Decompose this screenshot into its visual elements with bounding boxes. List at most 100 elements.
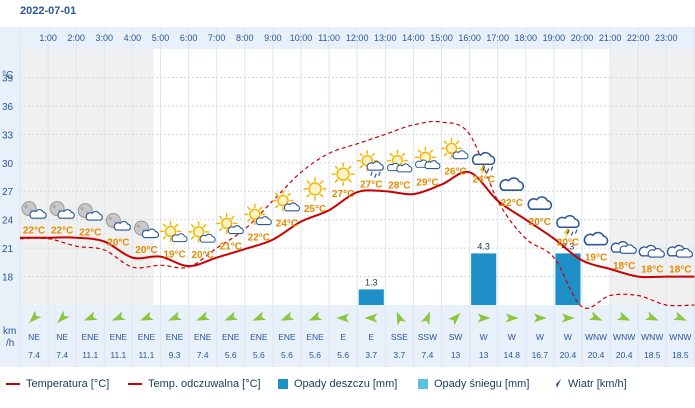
wind-speed: 7.4 [197, 350, 209, 360]
sun-clouds-icon [414, 146, 441, 170]
wind-direction: W [536, 332, 544, 342]
wind-direction: ENE [306, 332, 324, 342]
wind-direction: W [508, 332, 516, 342]
wind-direction: E [368, 332, 374, 342]
sun-cloud-icon [440, 137, 469, 160]
hour-label: 2:00 [67, 33, 85, 43]
wind-arrow-icon [29, 310, 42, 323]
temperature-label: 27°C [360, 180, 382, 191]
hour-label: 20:00 [571, 33, 594, 43]
wind-arrow-icon [168, 311, 182, 321]
hour-label: 15:00 [430, 33, 453, 43]
sun-clouds-icon [386, 149, 413, 173]
temperature-label: 18°C [669, 265, 691, 276]
moon-cloud-icon [133, 220, 160, 239]
hour-label: 6:00 [180, 33, 198, 43]
hour-label: 8:00 [236, 33, 254, 43]
wind-speed: 3.7 [393, 350, 405, 360]
rain-bar [358, 289, 384, 305]
hour-label: 22:00 [627, 33, 650, 43]
wind-speed: 5.6 [309, 350, 321, 360]
sun-icon [303, 177, 327, 201]
temperature-label: 19°C [163, 249, 185, 260]
sun-cloud-icon [272, 189, 300, 212]
wind-speed: 5.6 [253, 350, 265, 360]
night-band [610, 49, 695, 305]
temperature-label: 18°C [613, 261, 635, 272]
sun-cloud-rain-icon [356, 149, 384, 178]
wind-arrow-icon [505, 313, 519, 323]
wind-arrow-icon [308, 311, 323, 321]
temperature-label: 29°C [416, 177, 438, 188]
wind-direction: ENE [222, 332, 240, 342]
wind-speed: 5.6 [281, 350, 293, 360]
wind-speed: 14.8 [503, 350, 520, 360]
y-unit-label: °C [2, 70, 13, 81]
wind-speed: 13 [479, 350, 489, 360]
wind-speed: 9.3 [169, 350, 181, 360]
night-band [20, 49, 154, 305]
wind-direction: WNW [613, 332, 635, 342]
wind-speed: 20.4 [616, 350, 633, 360]
temperature-label: 26°C [444, 166, 466, 177]
wind-direction: ENE [278, 332, 296, 342]
wind-direction: NE [56, 332, 68, 342]
hour-label: 10:00 [290, 33, 313, 43]
hour-label: 16:00 [458, 33, 481, 43]
wind-arrow-icon [533, 313, 547, 323]
wind-speed: 7.4 [56, 350, 68, 360]
rain-bar [471, 253, 497, 305]
hour-label: 18:00 [515, 33, 538, 43]
wind-speed: 7.4 [422, 350, 434, 360]
hour-label: 14:00 [402, 33, 425, 43]
wind-arrow-icon [420, 311, 431, 326]
wind-arrow-icon [57, 310, 70, 323]
wind-arrow-icon [252, 311, 267, 321]
wind-direction: SW [449, 332, 463, 342]
weather-chart: 1:00 2:00 3:00 4:00 5:00 6:00 7:00 8:00 9:00 10:0… [0, 27, 695, 367]
y-tick-label: 18 [2, 273, 14, 284]
wind-arrow-icon [396, 311, 406, 326]
clouds-icon [610, 241, 637, 254]
night-bands [20, 49, 695, 305]
wind-arrow-icon [336, 313, 350, 323]
wind-arrow-icon [364, 313, 378, 323]
y-tick-label: 21 [2, 244, 14, 255]
clouds-icon [638, 244, 665, 258]
wind-arrow-icon [588, 311, 603, 321]
rain-label: 4.3 [562, 241, 575, 251]
wind-arrow-icon [83, 311, 98, 321]
hour-label: 3:00 [96, 33, 114, 43]
temperature-line [20, 170, 695, 279]
wind-direction: W [564, 332, 572, 342]
wind-speed: 5.6 [337, 350, 349, 360]
wind-direction: ENE [250, 332, 268, 342]
wind-speed: 18.5 [644, 350, 661, 360]
hour-label: 13:00 [374, 33, 397, 43]
moon-cloud-icon [49, 201, 75, 219]
sun-cloud-icon [216, 212, 244, 235]
legend-rain: Opady deszczu [mm] [278, 378, 397, 390]
temperature-lines [19, 120, 695, 309]
wind-arrow-icon [561, 313, 575, 323]
temperature-label: 22°C [51, 226, 73, 237]
temperature-label: 27°C [332, 189, 354, 200]
wind-direction: SSE [391, 332, 408, 342]
wind-direction: ENE [138, 332, 156, 342]
wind-arrow-icon [139, 311, 154, 321]
temperature-label: 22°C [23, 226, 45, 237]
hour-label: 4:00 [124, 33, 142, 43]
sun-cloud-icon [244, 203, 272, 226]
wind-speed: 5.6 [225, 350, 237, 360]
wind-direction: SSW [418, 332, 437, 342]
wind-arrow-icon [448, 313, 461, 326]
axis-band [0, 27, 20, 367]
temperature-label: 18°C [641, 265, 663, 276]
wind-direction: WNW [669, 332, 691, 342]
wind-direction: WNW [585, 332, 607, 342]
moon-cloud-icon [21, 201, 47, 219]
wind-speed: 13 [451, 350, 461, 360]
wind-speed: 11.1 [82, 350, 98, 360]
temperature-label: 24°C [276, 219, 298, 230]
temperature-label: 28°C [388, 181, 410, 192]
